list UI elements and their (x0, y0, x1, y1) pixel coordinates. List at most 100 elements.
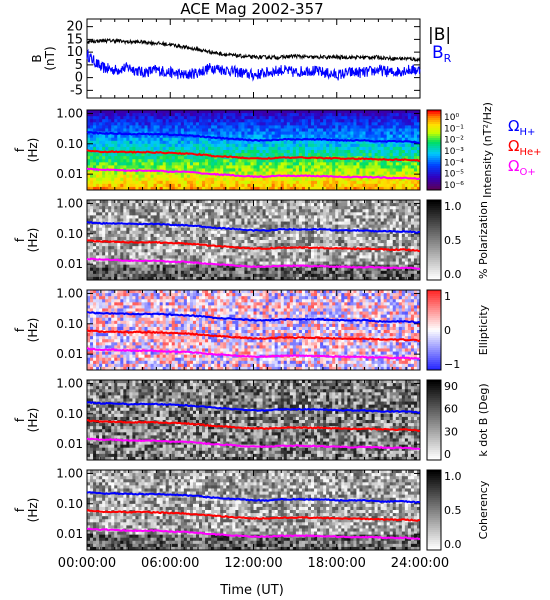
spectrogram-cell (256, 110, 260, 114)
spectrogram-cell (301, 186, 306, 191)
spectrogram-cell (177, 162, 182, 166)
spectrogram-cell (132, 174, 136, 179)
spectrogram-cell (289, 249, 294, 253)
spectrogram-cell (410, 168, 415, 172)
spectrogram-cell (150, 146, 154, 151)
spectrogram-cell (238, 255, 242, 259)
spectrogram-cell (96, 267, 100, 272)
spectrogram-cell (87, 246, 91, 250)
spectrogram-cell (229, 134, 233, 139)
spectrogram-cell (317, 140, 321, 145)
spectrogram-cell (183, 165, 188, 169)
spectrogram-cell (174, 131, 179, 136)
spectrogram-cell (165, 119, 170, 123)
spectrogram-cell (195, 258, 200, 262)
spectrogram-cell (232, 150, 236, 154)
spectrogram-cell (407, 110, 412, 114)
spectrogram-cell (289, 119, 294, 123)
spectrogram-cell (286, 177, 291, 182)
spectrogram-cell (304, 165, 309, 169)
spectrogram-cell (241, 165, 245, 169)
spectrogram-cell (93, 146, 97, 151)
spectrogram-cell (174, 113, 179, 117)
spectrogram-cell (144, 203, 148, 207)
spectrogram-cell (208, 116, 212, 120)
spectrogram-cell (253, 140, 257, 145)
spectrogram-cell (189, 153, 194, 157)
spectrogram-cell (150, 183, 154, 188)
spectrogram-cell (180, 276, 185, 281)
spectrogram-cell (350, 180, 354, 185)
spectrogram-cell (283, 218, 288, 222)
spectrogram-cell (90, 209, 94, 213)
spectrogram-cell (395, 186, 400, 191)
spectrogram-cell (180, 186, 185, 191)
spectrogram-cell (383, 186, 388, 191)
spectrogram-cell (147, 233, 151, 238)
spectrogram-cell (162, 273, 167, 278)
spectrogram-cell (292, 249, 297, 253)
spectrogram-cell (141, 209, 145, 213)
spectrogram-cell (389, 113, 394, 117)
spectrogram-cell (153, 186, 158, 191)
spectrogram-cell (217, 177, 221, 182)
spectrogram-cell (129, 224, 133, 229)
spectrogram-cell (307, 153, 312, 157)
spectrogram-cell (371, 180, 375, 185)
spectrogram-cell (156, 162, 161, 166)
spectrogram-cell (165, 156, 170, 160)
spectrogram-cell (320, 168, 324, 172)
spectrogram-cell (195, 159, 200, 163)
spectrogram-cell (244, 276, 248, 281)
spectrogram-cell (283, 128, 288, 132)
spectrogram-cell (389, 159, 394, 163)
spectrogram-cell (153, 128, 158, 132)
spectrogram-cell (168, 119, 173, 123)
spectrogram-cell (226, 153, 230, 157)
spectrogram-cell (102, 146, 106, 151)
spectrogram-cell (144, 276, 148, 281)
spectrogram-cell (371, 134, 375, 139)
spectrogram-cell (189, 122, 194, 126)
spectrogram-cell (93, 264, 97, 269)
spectrogram-cell (117, 153, 121, 157)
spectrogram-cell (90, 230, 94, 235)
spectrogram-cell (271, 183, 276, 188)
spectrogram-cell (377, 110, 382, 114)
spectrogram-cell (304, 153, 309, 157)
spectrogram-cell (126, 113, 130, 117)
spectrogram-cell (307, 233, 312, 238)
spectrogram-cell (401, 168, 406, 172)
spectrogram-cell (138, 255, 142, 259)
spectrogram-cell (220, 150, 224, 154)
spectrogram-cell (317, 122, 321, 126)
spectrogram-cell (180, 150, 185, 154)
spectrogram-cell (117, 146, 121, 151)
spectrogram-cell (326, 116, 330, 120)
spectrogram-cell (241, 153, 245, 157)
spectrogram-cell (180, 177, 185, 182)
spectrogram-cell (356, 131, 360, 136)
spectrogram-cell (208, 156, 212, 160)
spectrogram-cell (108, 224, 112, 229)
spectrogram-cell (350, 177, 354, 182)
spectrogram-cell (341, 116, 345, 120)
spectrogram-cell (199, 122, 203, 126)
spectrogram-cell (268, 236, 273, 241)
spectrogram-cell (153, 165, 158, 169)
spectrogram-cell (202, 221, 206, 226)
spectrogram-cell (314, 165, 318, 169)
spectrogram-cell (217, 125, 221, 129)
spectrogram-cell (220, 110, 224, 114)
spectrogram-cell (114, 125, 118, 129)
spectrogram-cell (126, 270, 130, 275)
spectrogram-cell (371, 131, 375, 136)
spectrogram-cell (147, 153, 151, 157)
colorbar-step (427, 164, 441, 167)
spectrogram-cell (186, 174, 191, 179)
spectrogram-cell (389, 162, 394, 166)
spectrogram-cell (208, 180, 212, 185)
spectrogram-cell (132, 267, 136, 272)
spectrogram-cell (304, 200, 309, 204)
spectrogram-cell (295, 162, 300, 166)
